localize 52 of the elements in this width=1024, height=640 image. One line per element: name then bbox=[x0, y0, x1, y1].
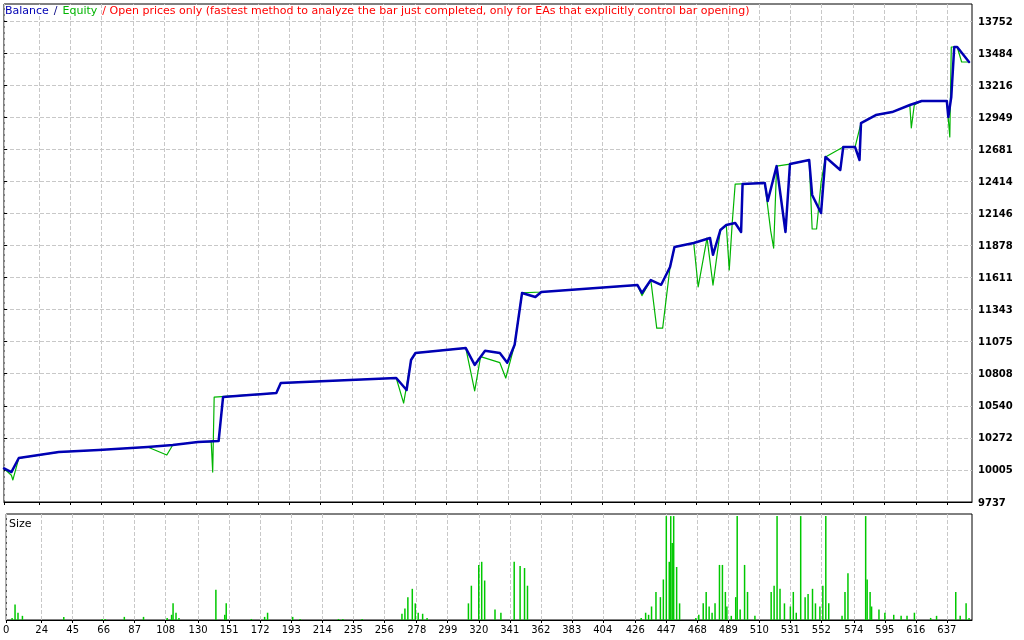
text: Equity bbox=[62, 4, 98, 17]
x-tick-label: 172 bbox=[250, 623, 270, 635]
y-tick-label: 11878 bbox=[978, 240, 1013, 252]
x-tick-label: 341 bbox=[500, 623, 520, 635]
y-tick-label: 9737 bbox=[978, 496, 1006, 508]
x-tick-label: 595 bbox=[875, 623, 895, 635]
y-tick-label: 12414 bbox=[978, 175, 1013, 187]
x-tick-label: 489 bbox=[718, 623, 738, 635]
x-tick-label: 151 bbox=[219, 623, 239, 635]
y-tick-label: 10540 bbox=[978, 400, 1013, 412]
x-tick-label: 299 bbox=[438, 623, 458, 635]
y-tick-label: 10005 bbox=[978, 464, 1013, 476]
x-tick-label: 616 bbox=[906, 623, 926, 635]
x-tick-label: 637 bbox=[937, 623, 957, 635]
y-tick-label: 12681 bbox=[978, 143, 1013, 155]
x-tick-label: 447 bbox=[656, 623, 676, 635]
y-tick-label: 12949 bbox=[978, 111, 1013, 123]
y-tick-label: 10808 bbox=[978, 368, 1013, 380]
x-tick-label: 0 bbox=[2, 623, 10, 635]
x-tick-label: 278 bbox=[407, 623, 427, 635]
y-tick-label: 11343 bbox=[978, 304, 1013, 316]
x-tick-label: 468 bbox=[687, 623, 707, 635]
x-tick-label: 404 bbox=[593, 623, 613, 635]
x-tick-label: 552 bbox=[811, 623, 831, 635]
x-tick-label: 193 bbox=[281, 623, 301, 635]
x-tick-label: 510 bbox=[749, 623, 769, 635]
x-tick-label: 320 bbox=[469, 623, 489, 635]
x-tick-label: 24 bbox=[35, 623, 48, 635]
text: Balance bbox=[5, 4, 50, 17]
x-tick-label: 426 bbox=[625, 623, 645, 635]
y-tick-label: 10272 bbox=[978, 432, 1013, 444]
x-tick-label: 214 bbox=[312, 623, 332, 635]
x-tick-label: 574 bbox=[844, 623, 864, 635]
x-tick-label: 66 bbox=[97, 623, 111, 635]
y-tick-label: 13216 bbox=[978, 79, 1013, 91]
y-tick-label: 11075 bbox=[978, 336, 1013, 348]
x-tick-label: 130 bbox=[188, 623, 208, 635]
y-tick-label: 13484 bbox=[978, 47, 1013, 59]
x-tick-label: 235 bbox=[343, 623, 363, 635]
y-tick-label: 13752 bbox=[978, 15, 1013, 27]
x-tick-label: 531 bbox=[780, 623, 800, 635]
chart-title: Size bbox=[9, 517, 32, 530]
annotation: / bbox=[53, 4, 58, 17]
x-tick-label: 108 bbox=[156, 623, 176, 635]
x-tick-label: 87 bbox=[128, 623, 142, 635]
y-tick-label: 12146 bbox=[978, 207, 1013, 219]
x-tick-label: 45 bbox=[66, 623, 79, 635]
y-tick-label: 11611 bbox=[978, 272, 1013, 283]
x-tick-label: 256 bbox=[374, 623, 394, 635]
x-tick-label: 362 bbox=[531, 623, 551, 635]
annotation: / Open prices only (fastest method to analyze the bar just completed, only for EAs that explicitly control bar opening) bbox=[102, 4, 750, 17]
x-tick-label: 383 bbox=[562, 623, 582, 635]
